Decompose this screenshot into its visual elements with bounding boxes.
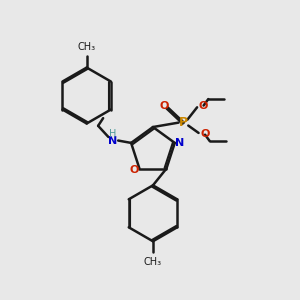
Text: O: O xyxy=(200,129,209,139)
Text: O: O xyxy=(130,165,139,175)
Text: H: H xyxy=(109,129,116,139)
Text: P: P xyxy=(179,116,188,129)
Text: N: N xyxy=(176,138,185,148)
Text: CH₃: CH₃ xyxy=(78,42,96,52)
Text: O: O xyxy=(199,101,208,111)
Text: O: O xyxy=(159,101,169,111)
Text: CH₃: CH₃ xyxy=(144,256,162,267)
Text: N: N xyxy=(108,136,118,146)
